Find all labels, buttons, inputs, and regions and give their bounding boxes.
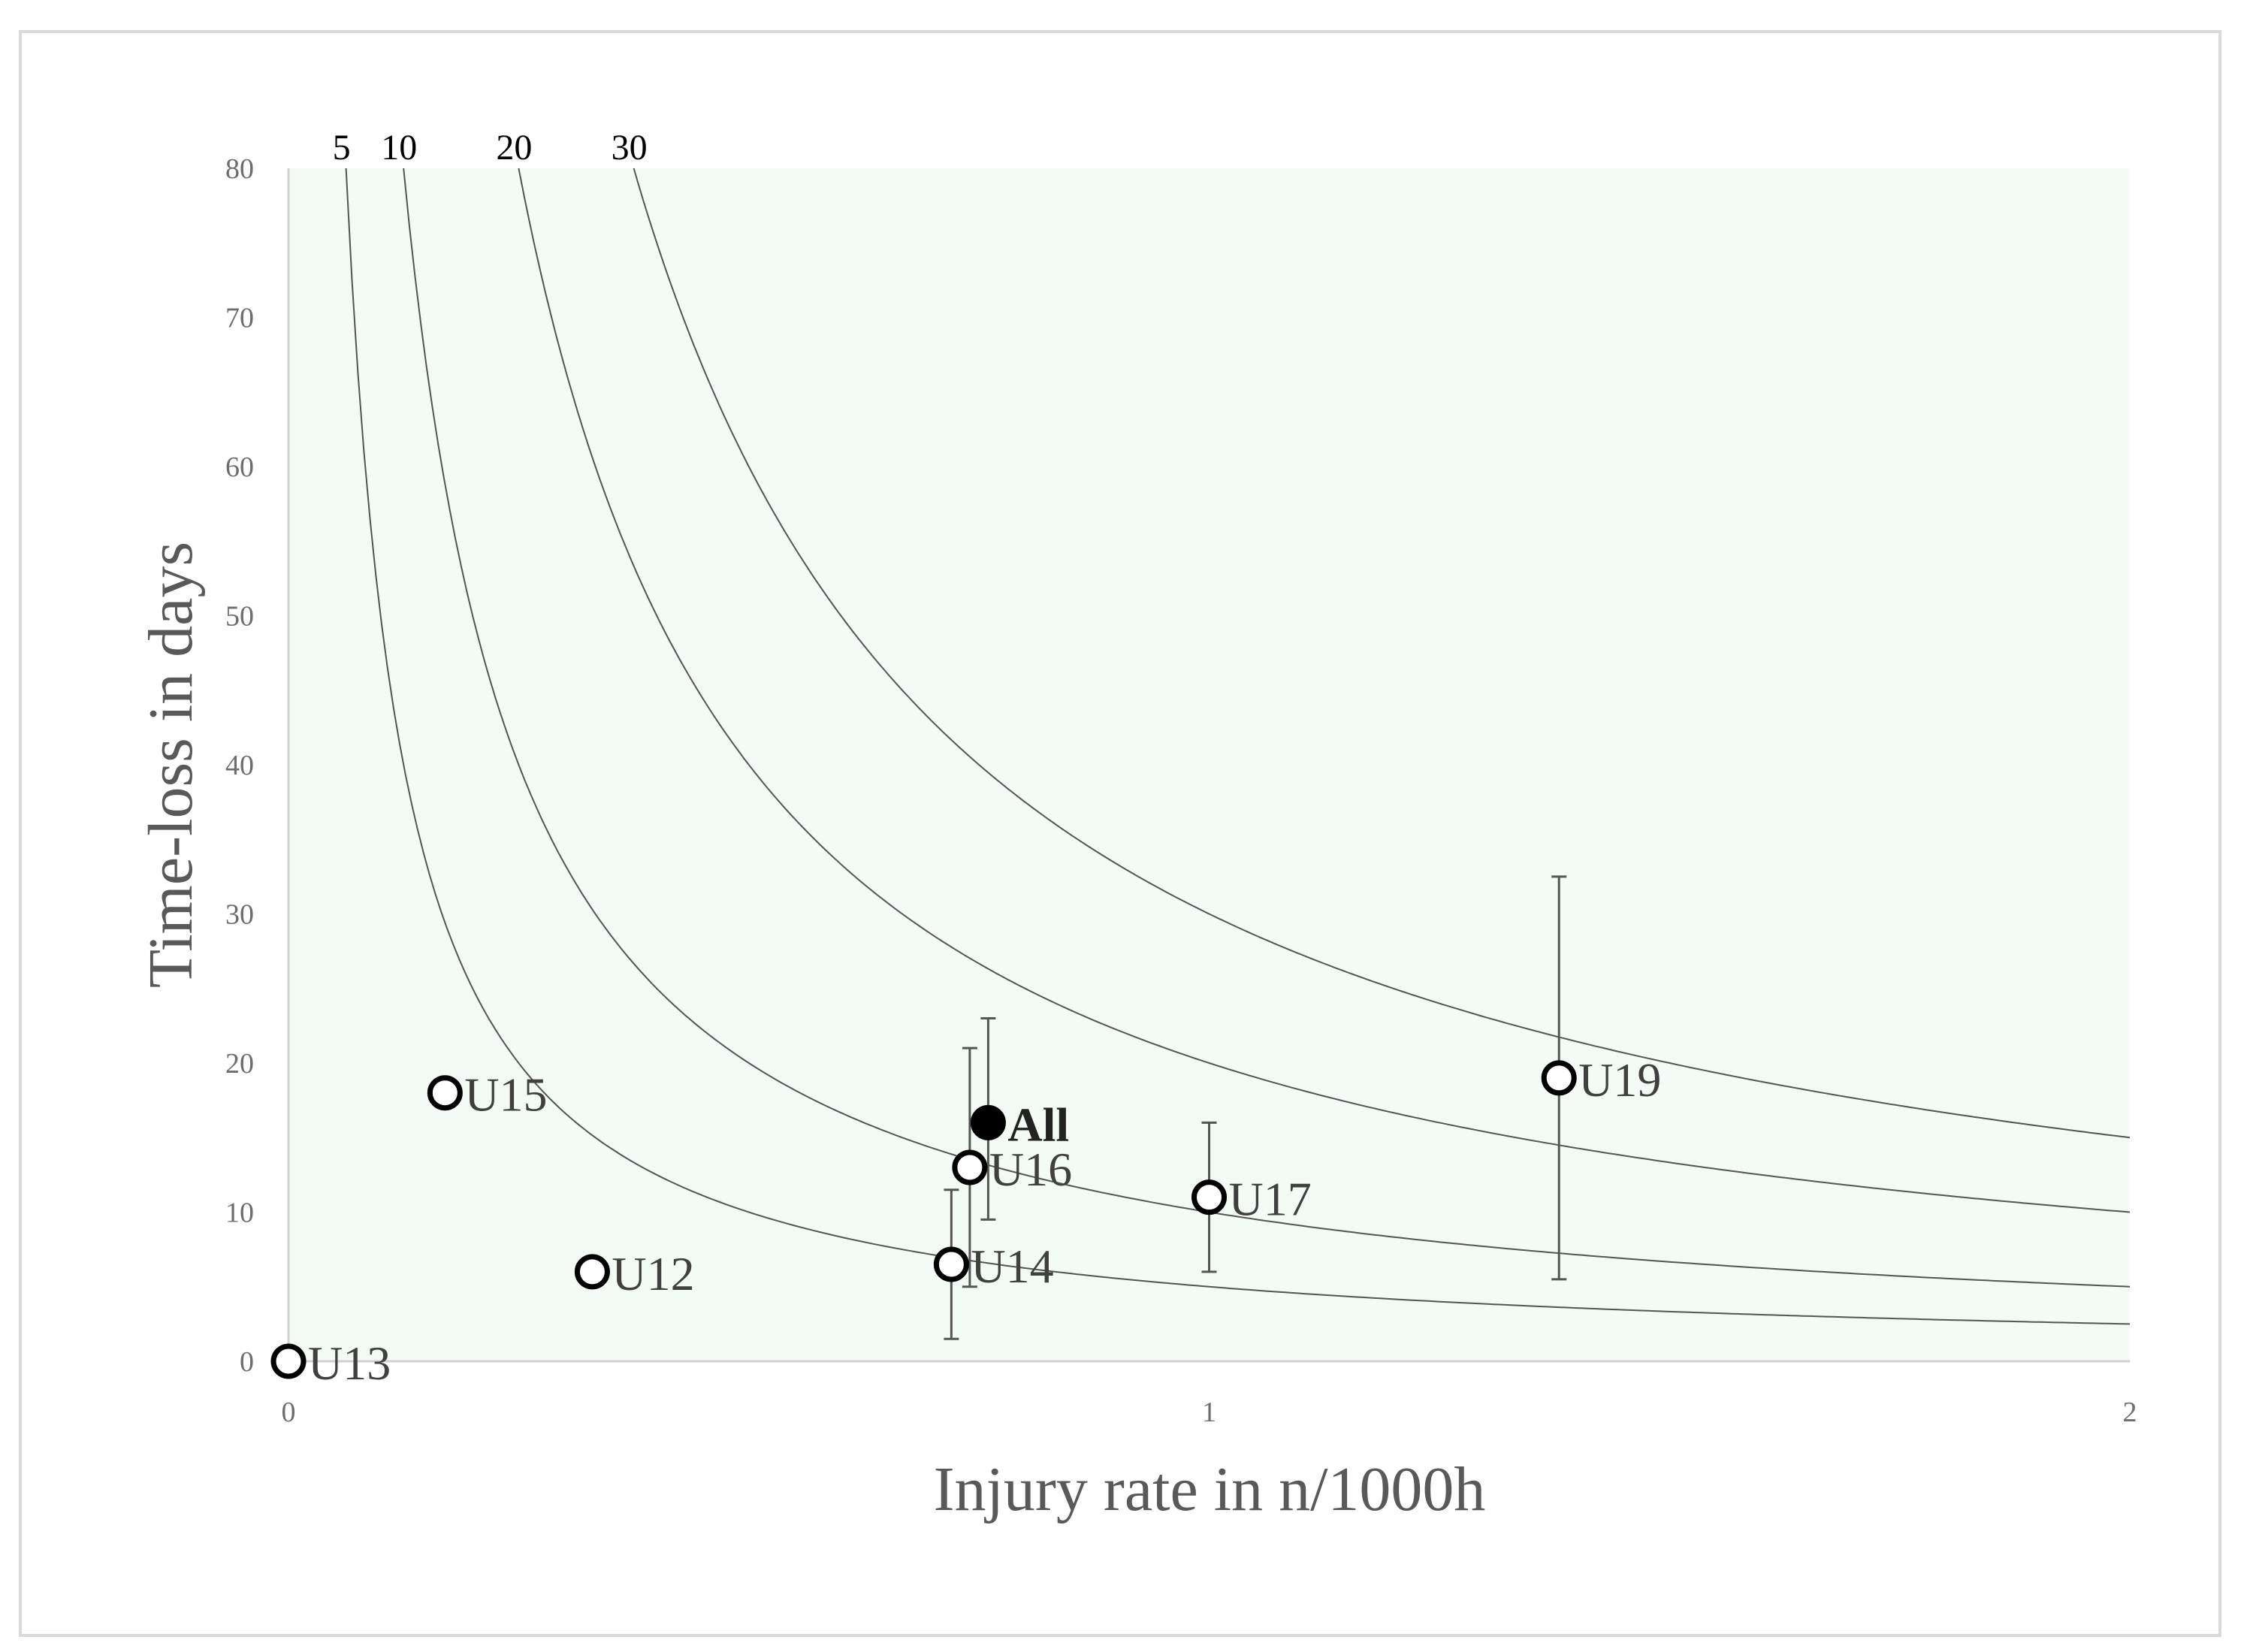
y-tick-label: 30 — [225, 899, 254, 931]
y-tick-label: 60 — [225, 452, 254, 483]
data-point — [952, 1149, 988, 1185]
y-tick-label: 70 — [225, 303, 254, 334]
x-tick-label: 2 — [2123, 1397, 2137, 1428]
y-axis-title: Time-loss in days — [136, 542, 206, 988]
burden-curve — [633, 168, 2131, 1139]
data-point — [1191, 1179, 1227, 1216]
data-point-label: U14 — [971, 1240, 1053, 1293]
x-axis-title: Injury rate in n/1000h — [934, 1454, 1486, 1524]
data-point-label: U13 — [308, 1336, 391, 1390]
data-points — [270, 1060, 1577, 1379]
burden-curve-labels: 5 10 20 30 — [333, 128, 648, 168]
x-tick-labels: 0 1 2 — [282, 1397, 2137, 1428]
data-point — [1541, 1060, 1577, 1096]
burden-curve-label: 5 — [333, 128, 351, 168]
burden-curve-label: 20 — [496, 128, 532, 168]
y-tick-labels: 0 10 20 30 40 50 60 70 80 — [225, 153, 254, 1378]
data-point — [427, 1075, 463, 1111]
data-point — [970, 1104, 1006, 1140]
data-point-label: U15 — [464, 1068, 547, 1122]
burden-curve — [518, 168, 2131, 1213]
data-point-label: U17 — [1229, 1173, 1312, 1226]
burden-curve-label: 10 — [381, 128, 417, 168]
y-tick-label: 10 — [225, 1197, 254, 1229]
data-point — [270, 1343, 307, 1379]
burden-curve — [345, 168, 2131, 1325]
data-point-label: U16 — [989, 1143, 1072, 1196]
data-point — [574, 1254, 610, 1290]
data-point — [933, 1246, 969, 1282]
data-point-label: U19 — [1578, 1053, 1661, 1107]
y-tick-label: 50 — [225, 601, 254, 633]
burden-curve-label: 30 — [612, 128, 648, 168]
data-point-label: All — [1007, 1098, 1069, 1151]
y-tick-label: 20 — [225, 1048, 254, 1080]
x-tick-label: 1 — [1202, 1397, 1216, 1428]
x-tick-label: 0 — [282, 1397, 296, 1428]
y-tick-label: 0 — [240, 1346, 254, 1378]
y-tick-label: 40 — [225, 750, 254, 781]
burden-curves — [345, 168, 2131, 1325]
burden-curve — [403, 168, 2131, 1288]
data-point-label: U12 — [612, 1247, 694, 1300]
y-tick-label: 80 — [225, 153, 254, 185]
